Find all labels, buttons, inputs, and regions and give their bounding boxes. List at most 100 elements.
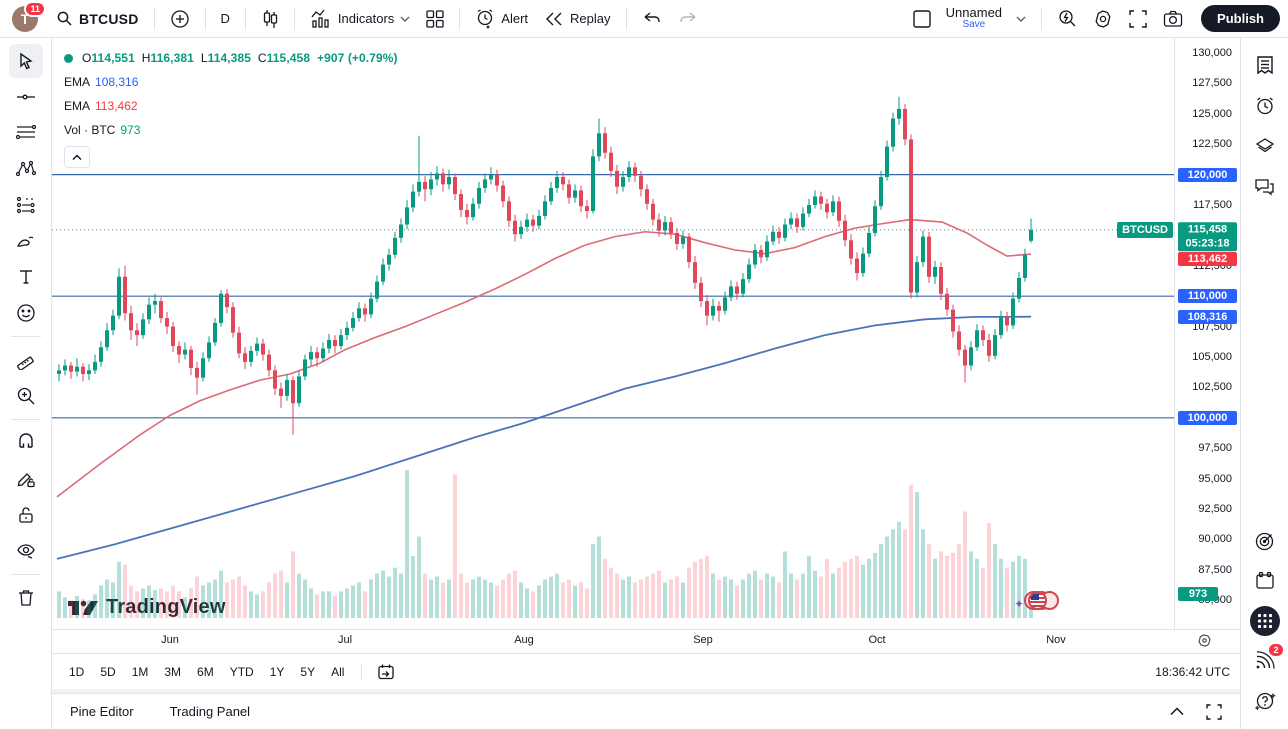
volume-bar — [975, 558, 979, 618]
range-button-1d[interactable]: 1D — [69, 664, 85, 679]
candle-body — [1029, 229, 1033, 241]
dots-grid-icon — [1257, 614, 1272, 628]
candle-body — [537, 215, 541, 226]
help-button[interactable] — [1247, 683, 1283, 719]
alerts-panel-button[interactable] — [1247, 88, 1283, 124]
ema-slow-legend-row[interactable]: EMA 113,462 — [64, 94, 398, 118]
price-axis[interactable]: 130,000 127,500 125,000 122,500 120,000 117,5… — [1174, 38, 1240, 629]
panel-maximize-button[interactable] — [1206, 703, 1222, 720]
drawing-mode-tool-button[interactable] — [9, 462, 43, 496]
candle-body — [183, 349, 187, 355]
alert-button[interactable]: Alert — [467, 5, 536, 33]
range-button-6m[interactable]: 6M — [197, 664, 214, 679]
lock-drawings-button[interactable] — [9, 498, 43, 532]
calendar-button[interactable] — [1247, 563, 1283, 599]
interval-button[interactable]: D — [220, 11, 230, 26]
ema-fast-line[interactable] — [56, 218, 1032, 498]
toolbar-separator — [244, 7, 246, 30]
volume-bar — [531, 591, 535, 618]
candle-body — [483, 179, 487, 188]
ema-slow-line[interactable] — [56, 315, 1032, 560]
time-axis[interactable]: Jun Jul Aug Sep Oct Nov — [52, 629, 1240, 653]
ohlc-legend-row[interactable]: O114,551 H116,381 L114,385 C115,458 +907… — [64, 46, 398, 70]
object-tree-button[interactable] — [1247, 128, 1283, 164]
screener-button[interactable] — [1247, 523, 1283, 559]
candle-body — [927, 236, 931, 277]
snapshot-button[interactable] — [1155, 6, 1191, 32]
measure-tool-button[interactable] — [9, 343, 43, 377]
replay-button[interactable]: Replay — [536, 7, 618, 31]
compare-add-symbol-button[interactable] — [162, 5, 198, 33]
volume-bar — [777, 582, 781, 618]
quick-search-button[interactable] — [1049, 5, 1085, 33]
hide-drawings-button[interactable] — [9, 534, 43, 568]
volume-bar — [759, 579, 763, 618]
chart-pane[interactable]: TradingView O114,551 H116,381 L114,385 — [52, 38, 1174, 629]
cursor-tool-button[interactable] — [8, 44, 43, 78]
range-button-3m[interactable]: 3M — [164, 664, 182, 679]
streams-button[interactable]: 2 — [1247, 643, 1283, 679]
candle-body — [597, 133, 601, 157]
range-button-5d[interactable]: 5D — [100, 664, 116, 679]
range-button-all[interactable]: All — [331, 664, 345, 679]
candle-body — [393, 237, 397, 255]
volume-bar — [93, 594, 97, 618]
publish-button[interactable]: Publish — [1201, 5, 1280, 32]
volume-legend-row[interactable]: Vol · BTC 973 — [64, 118, 398, 142]
remove-drawings-button[interactable] — [9, 581, 43, 615]
candle-body — [117, 276, 121, 316]
user-menu-button[interactable]: T 11 — [12, 0, 46, 32]
candle-body — [915, 262, 919, 293]
chevron-up-icon — [72, 153, 82, 160]
range-button-ytd[interactable]: YTD — [229, 664, 254, 679]
volume-bar — [1005, 567, 1009, 618]
us-flag-event-icon — [1028, 591, 1047, 610]
candle-body — [57, 370, 61, 375]
save-layout-button[interactable]: Unnamed Save — [940, 4, 1008, 32]
layout-select-button[interactable] — [904, 5, 940, 33]
brush-tool-button[interactable] — [9, 224, 43, 258]
candle-body — [1023, 254, 1027, 278]
range-button-1m[interactable]: 1M — [131, 664, 149, 679]
undo-button[interactable] — [634, 7, 670, 31]
clock-utc[interactable]: 18:36:42 UTC — [1155, 664, 1230, 679]
apps-menu-button[interactable] — [1247, 603, 1283, 639]
redo-button[interactable] — [670, 7, 706, 31]
pattern-tool-button[interactable] — [9, 152, 43, 186]
symbol-search-button[interactable]: BTCUSD — [48, 6, 147, 31]
panel-collapse-button[interactable] — [1170, 707, 1184, 716]
forecast-tool-button[interactable] — [9, 188, 43, 222]
zoom-in-tool-button[interactable] — [9, 379, 43, 413]
tab-pine-editor[interactable]: Pine Editor — [70, 704, 134, 719]
layout-menu-chevron[interactable] — [1008, 11, 1034, 27]
legend-collapse-button[interactable] — [64, 146, 90, 168]
volume-bar — [717, 579, 721, 618]
go-to-date-button[interactable] — [370, 659, 402, 685]
emoji-tool-button[interactable] — [9, 296, 43, 330]
candle-body — [777, 231, 781, 238]
candle-body — [795, 218, 799, 227]
axis-settings-button[interactable] — [1197, 633, 1212, 648]
tab-trading-panel[interactable]: Trading Panel — [169, 704, 251, 719]
text-tool-button[interactable] — [9, 260, 43, 294]
chart-settings-button[interactable] — [1085, 5, 1121, 33]
watchlist-button[interactable] — [1247, 48, 1283, 84]
fullscreen-button[interactable] — [1121, 6, 1155, 32]
candle-body — [1005, 316, 1009, 326]
range-button-1y[interactable]: 1Y — [269, 664, 285, 679]
candlestick-chart[interactable] — [52, 38, 1174, 625]
volume-bar — [147, 585, 151, 618]
trend-line-tool-button[interactable] — [9, 80, 43, 114]
grid-layout-button[interactable] — [418, 6, 452, 32]
chat-button[interactable] — [1247, 168, 1283, 204]
ema-fast-legend-row[interactable]: EMA 108,316 — [64, 70, 398, 94]
economic-events-marker[interactable]: ✦ — [1014, 588, 1066, 614]
magnet-tool-button[interactable] — [9, 426, 43, 460]
candle-body — [447, 177, 451, 185]
indicators-button[interactable]: Indicators — [302, 5, 418, 33]
chart-style-button[interactable] — [253, 5, 287, 33]
volume-bar — [915, 492, 919, 618]
volume-bar — [231, 579, 235, 618]
range-button-5y[interactable]: 5Y — [300, 664, 316, 679]
fib-retracement-tool-button[interactable] — [9, 116, 43, 150]
